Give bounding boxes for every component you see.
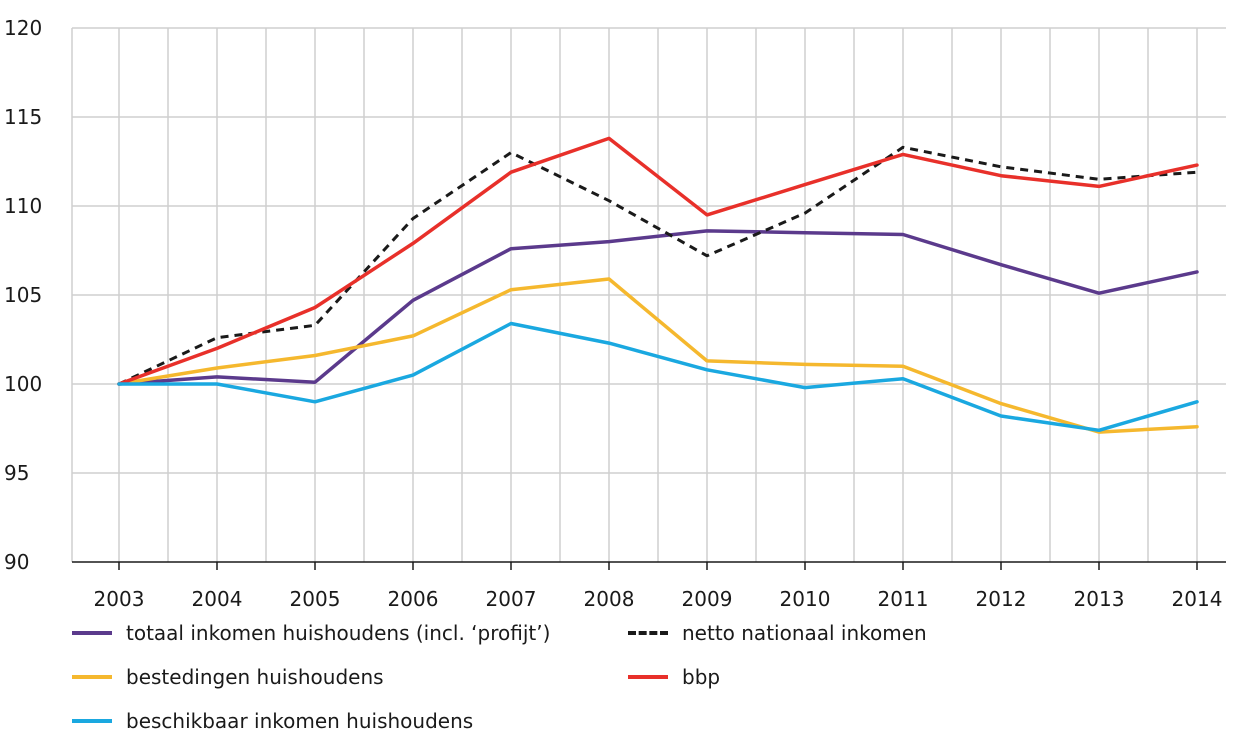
x-tick-label: 2007 bbox=[486, 587, 537, 610]
x-tick-label: 2005 bbox=[290, 587, 341, 610]
y-tick-label: 90 bbox=[4, 550, 29, 574]
x-tick-label: 2012 bbox=[976, 587, 1027, 610]
legend-swatch-bestedingen bbox=[72, 675, 112, 679]
legend-item-totaal-inkomen: totaal inkomen huishoudens (incl. ‘profi… bbox=[72, 616, 550, 650]
y-tick-label: 95 bbox=[4, 461, 29, 485]
x-tick-label: 2010 bbox=[780, 587, 831, 610]
x-tick-label: 2008 bbox=[584, 587, 635, 610]
x-tick-label: 2004 bbox=[192, 587, 243, 610]
x-tick-label: 2009 bbox=[682, 587, 733, 610]
legend-item-netto-nationaal-inkomen: netto nationaal inkomen bbox=[628, 616, 927, 650]
legend-item-bbp: bbp bbox=[628, 660, 720, 694]
series-line-1 bbox=[118, 145, 1198, 386]
legend-swatch-totaal-inkomen bbox=[72, 631, 112, 635]
y-tick-label: 120 bbox=[4, 16, 42, 40]
series-line-2 bbox=[117, 277, 1199, 434]
series-line-3 bbox=[117, 136, 1199, 386]
line-chart: 90 95 100 105 110 115 120 2003 2004 2005 2006 2007… bbox=[4, 16, 1226, 610]
y-tick-label: 115 bbox=[4, 105, 42, 129]
y-tick-label: 110 bbox=[4, 194, 42, 218]
y-axis: 90 95 100 105 110 115 120 bbox=[4, 16, 42, 574]
legend-label: netto nationaal inkomen bbox=[682, 621, 927, 645]
legend-label: totaal inkomen huishoudens (incl. ‘profi… bbox=[126, 621, 551, 645]
x-axis: 2003 2004 2005 2006 2007 2008 2009 2010 2011 2012… bbox=[94, 587, 1223, 610]
y-tick-label: 105 bbox=[4, 283, 42, 307]
legend-label: bbp bbox=[682, 665, 721, 689]
legend-swatch-bbp bbox=[628, 675, 668, 679]
series-line-4 bbox=[117, 321, 1199, 433]
y-tick-label: 100 bbox=[4, 372, 42, 396]
legend-label: beschikbaar inkomen huishoudens bbox=[126, 709, 474, 733]
legend-item-beschikbaar-inkomen: beschikbaar inkomen huishoudens bbox=[72, 704, 473, 738]
legend-item-bestedingen: bestedingen huishoudens bbox=[72, 660, 384, 694]
legend-swatch-beschikbaar-inkomen bbox=[72, 719, 112, 723]
x-tick-label: 2013 bbox=[1074, 587, 1125, 610]
grid-lines bbox=[71, 27, 1226, 570]
series-lines bbox=[117, 136, 1199, 434]
legend-swatch-netto-nationaal-inkomen bbox=[628, 631, 668, 635]
legend-label: bestedingen huishoudens bbox=[126, 665, 384, 689]
legend: totaal inkomen huishoudens (incl. ‘profi… bbox=[72, 616, 1172, 746]
x-tick-label: 2014 bbox=[1172, 587, 1223, 610]
x-tick-label: 2006 bbox=[388, 587, 439, 610]
x-tick-label: 2011 bbox=[878, 587, 929, 610]
x-tick-label: 2003 bbox=[94, 587, 145, 610]
series-line-0 bbox=[117, 229, 1199, 386]
